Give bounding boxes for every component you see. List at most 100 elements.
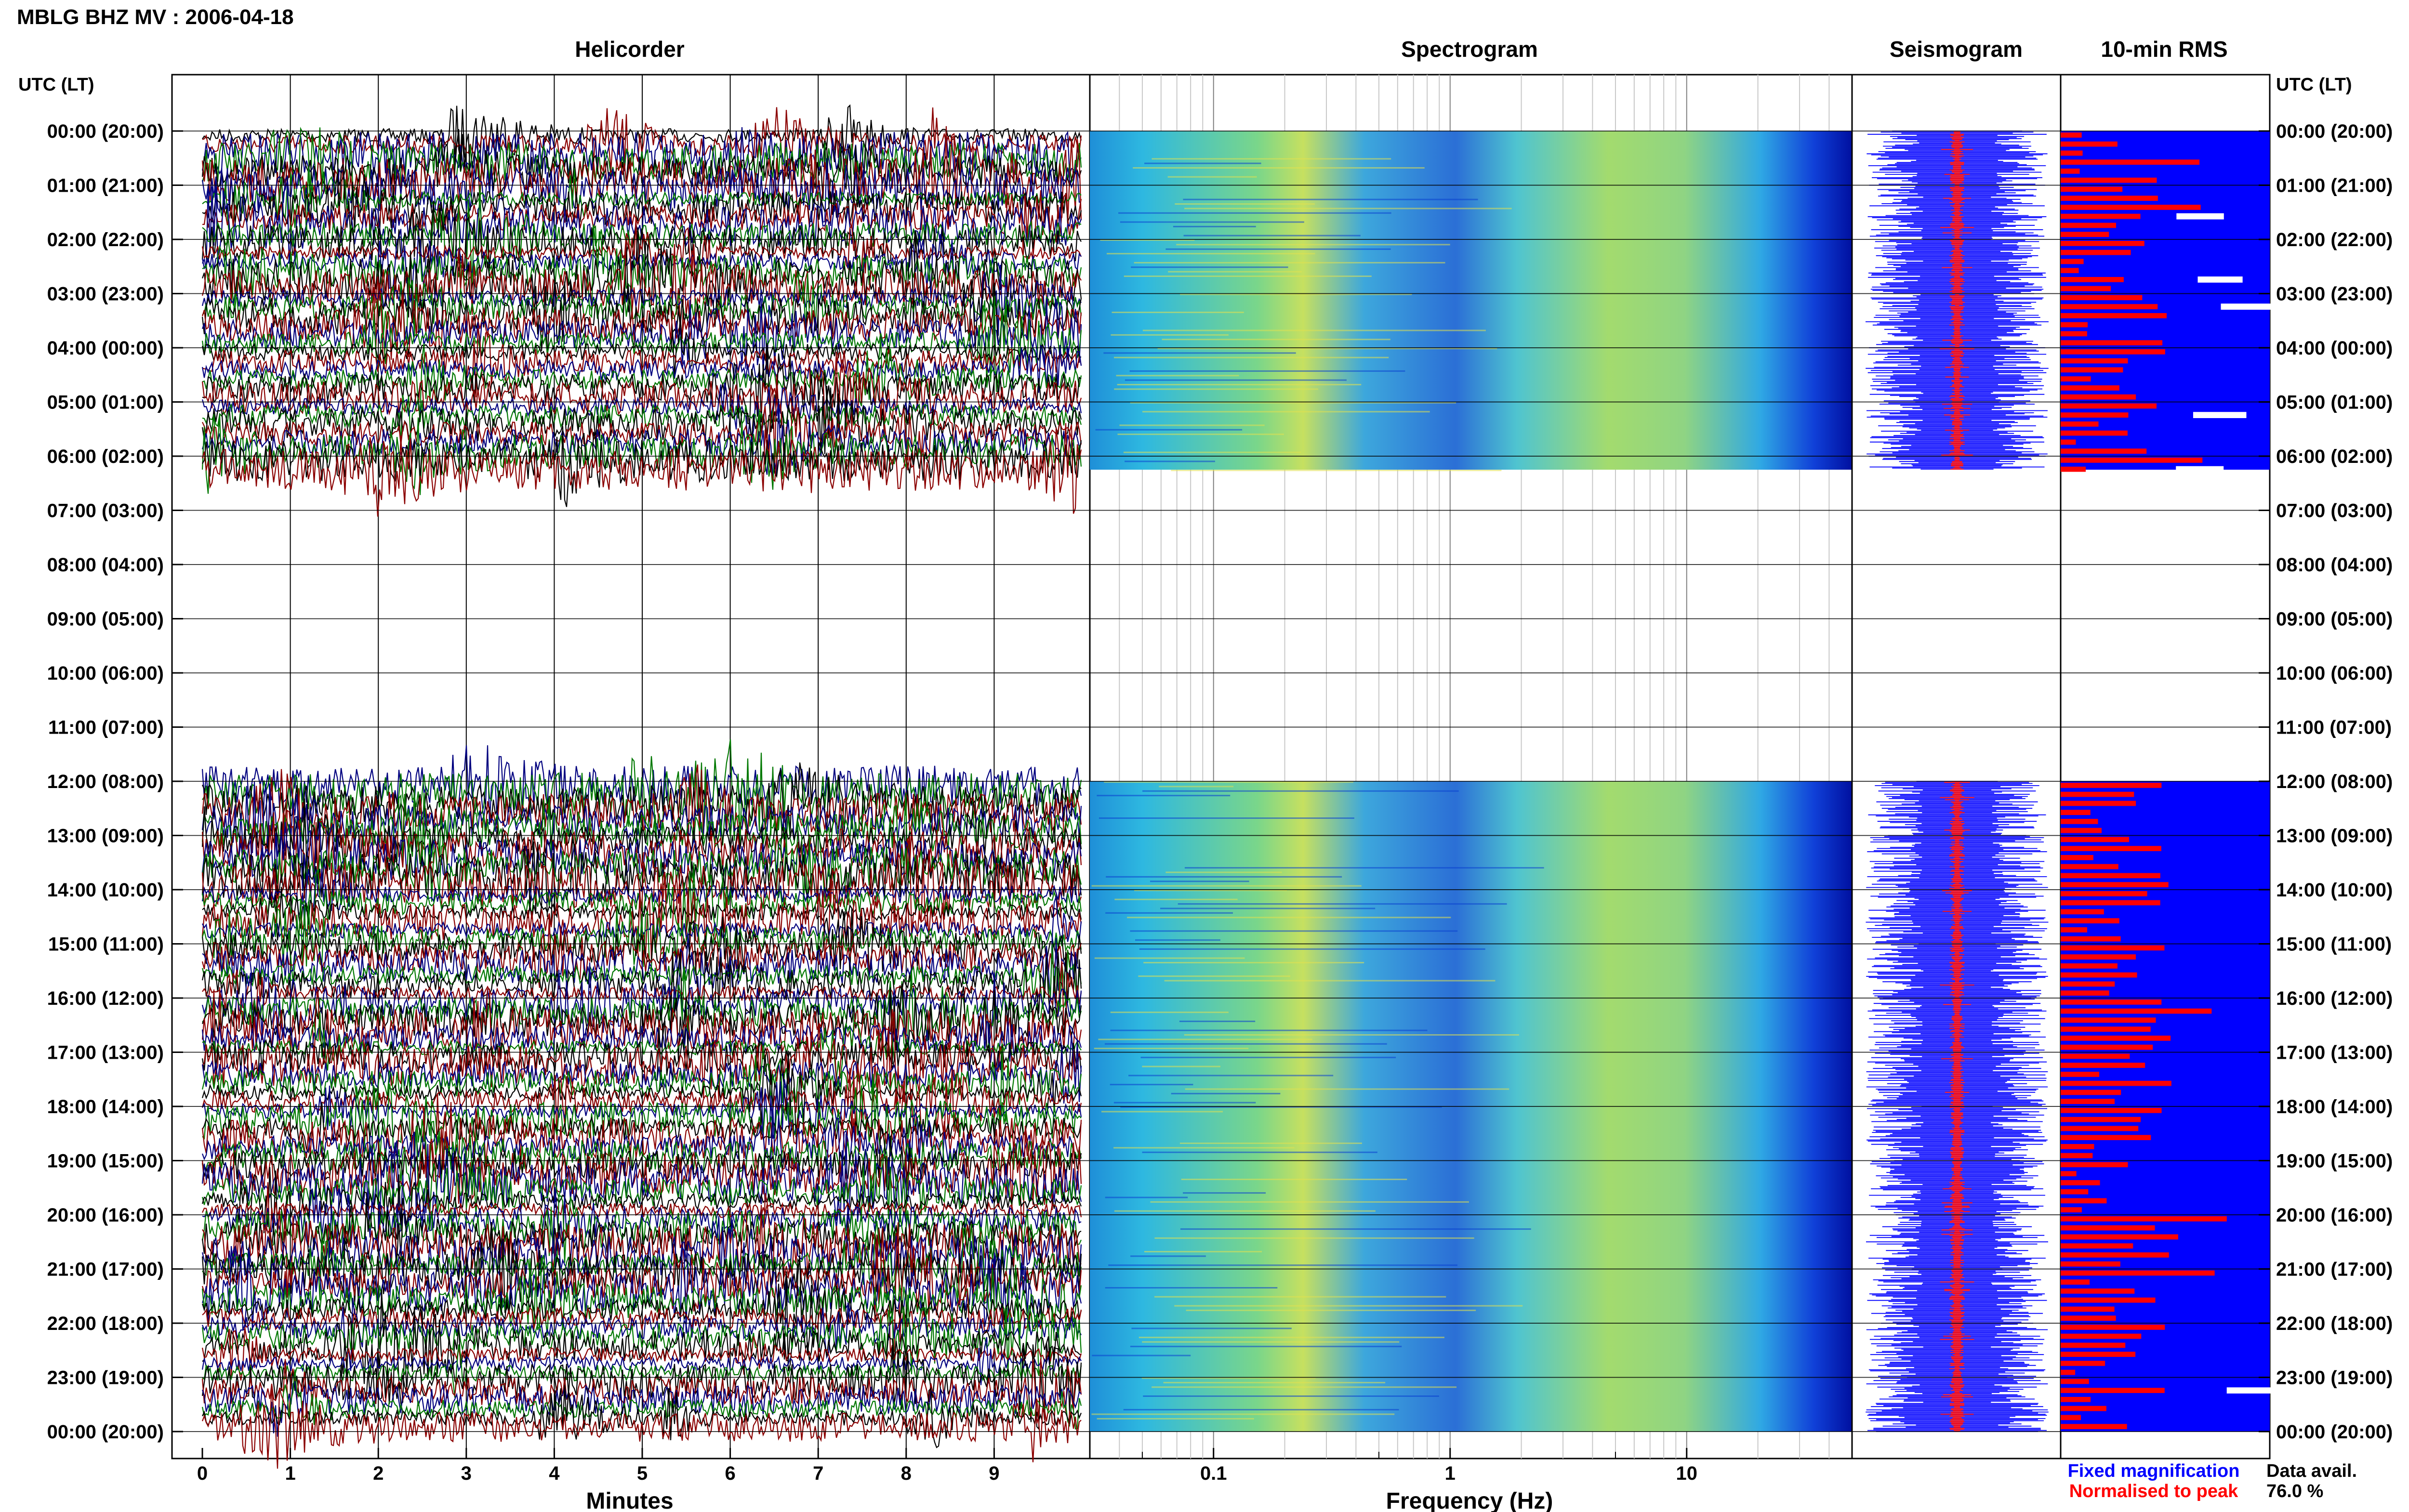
spectrogram-row-band xyxy=(1152,1386,1457,1388)
spectrogram-row-band xyxy=(1104,1043,1387,1045)
y-tick-label-right: 05:00 (01:00) xyxy=(2276,392,2393,413)
spectrogram-row-band xyxy=(1162,339,1390,341)
helicorder-trace xyxy=(201,1222,1082,1316)
helicorder-trace xyxy=(201,1119,1082,1190)
y-tick-label-left: 09:00 (05:00) xyxy=(47,609,164,630)
rms-normalised-bar xyxy=(2061,259,2084,264)
rms-normalised-bar xyxy=(2061,1361,2105,1366)
helicorder-trace xyxy=(201,745,1082,825)
helicorder-x-tick-label: 8 xyxy=(901,1463,912,1484)
y-tick-label-right: 01:00 (21:00) xyxy=(2276,175,2393,197)
helicorder-trace xyxy=(201,1255,1082,1371)
helicorder-trace xyxy=(201,1034,1082,1104)
rms-normalised-bar xyxy=(2061,385,2119,391)
y-tick-label-right: 17:00 (13:00) xyxy=(2276,1042,2393,1064)
rms-normalised-bar xyxy=(2061,1297,2156,1303)
y-tick-label-right: 19:00 (15:00) xyxy=(2276,1151,2393,1172)
spectrogram-row-band xyxy=(1100,239,1195,241)
helicorder-trace xyxy=(201,1222,1082,1354)
rms-normalised-bar xyxy=(2061,1053,2130,1059)
utc-header-left: UTC (LT) xyxy=(18,75,94,95)
spectrogram-row-band xyxy=(1176,244,1450,246)
helicorder-trace xyxy=(201,1093,1082,1183)
spectrogram-row-band xyxy=(1125,379,1347,381)
spectrogram-row-band xyxy=(1150,881,1249,882)
hour-gridlines xyxy=(172,130,2270,1433)
helicorder-x-tick-label: 5 xyxy=(637,1463,648,1484)
y-tick-label-left: 15:00 (11:00) xyxy=(48,934,164,955)
spectrogram-row-band xyxy=(1143,962,1364,963)
y-tick-label-left: 07:00 (03:00) xyxy=(47,500,164,522)
helicorder-trace xyxy=(201,1257,1082,1346)
rms-normalised-bar xyxy=(2061,1080,2171,1086)
rms-normalised-bar xyxy=(2061,972,2137,978)
helicorder-trace xyxy=(201,382,1082,441)
helicorder-trace xyxy=(202,933,1082,1005)
rms-normalised-bar xyxy=(2061,177,2157,183)
rms-normalised-bar xyxy=(2061,340,2163,345)
spectrogram-row-band xyxy=(1144,162,1261,164)
rms-normalised-bar xyxy=(2061,1180,2100,1185)
helicorder-trace xyxy=(201,781,1082,871)
rms-normalised-bar xyxy=(2061,864,2118,869)
rms-normalised-bar xyxy=(2061,1369,2076,1375)
y-tick-label-left: 00:00 (20:00) xyxy=(47,121,164,142)
helicorder-trace xyxy=(201,1216,1082,1287)
spectrogram-row-band xyxy=(1106,253,1315,255)
y-tick-label-left: 17:00 (13:00) xyxy=(47,1042,164,1064)
helicorder-trace xyxy=(202,328,1082,397)
helicorder-trace xyxy=(202,1221,1082,1304)
spectrogram-row-band xyxy=(1099,817,1354,819)
rms-normalised-bar xyxy=(2061,466,2086,472)
rms-normalised-bar xyxy=(2061,213,2141,219)
data-avail-label: Data avail. xyxy=(2266,1461,2357,1481)
spectrogram-row-band xyxy=(1114,1210,1376,1212)
spectrogram-row-band xyxy=(1108,1264,1457,1266)
spectrogram-row-band xyxy=(1120,1106,1442,1108)
spectrogram-row-band xyxy=(1171,1092,1281,1094)
helicorder-trace xyxy=(201,1125,1082,1193)
spectrogram-row-band xyxy=(1114,388,1319,390)
rms-normalised-bar xyxy=(2061,150,2083,156)
rms-normalised-bar xyxy=(2061,394,2136,400)
rms-normalised-bar xyxy=(2061,159,2200,165)
helicorder-trace xyxy=(201,1337,1082,1385)
spectrogram-title: Spectrogram xyxy=(1401,37,1538,62)
rms-panel xyxy=(2060,74,2297,1459)
helicorder-trace xyxy=(201,920,1082,1052)
spectrogram-row-band xyxy=(1183,235,1361,237)
helicorder-trace xyxy=(201,1381,1082,1437)
y-tick-label-right: 22:00 (18:00) xyxy=(2276,1313,2393,1334)
helicorder-trace xyxy=(201,764,1082,860)
helicorder-trace xyxy=(201,126,1082,230)
y-tick-label-left: 21:00 (17:00) xyxy=(47,1259,164,1280)
rms-normalised-bar xyxy=(2061,1008,2212,1014)
spectrogram-row-band xyxy=(1103,352,1296,354)
spectrogram-row-band xyxy=(1183,1192,1266,1194)
spectrogram-row-band xyxy=(1168,271,1302,273)
spectrogram-row-band xyxy=(1105,1287,1278,1288)
rms-normalised-bar xyxy=(2061,1325,2165,1330)
spectrogram-row-band xyxy=(1180,293,1412,295)
rms-normalised-bar xyxy=(2061,783,2162,788)
spectrogram-row-band xyxy=(1165,871,1282,873)
rms-normalised-bar xyxy=(2061,981,2115,987)
spectrogram-row-band xyxy=(1184,867,1544,869)
spectrogram-row-band xyxy=(1178,903,1507,905)
spectrogram-row-band xyxy=(1135,939,1220,941)
rms-normalised-bar xyxy=(2061,909,2104,915)
spectrogram-row-band xyxy=(1117,384,1362,385)
spectrogram-row-band xyxy=(1105,1196,1188,1198)
spectrogram-block xyxy=(1090,131,1852,470)
rms-normalised-bar xyxy=(2061,250,2131,255)
spectrogram-row-band xyxy=(1105,912,1233,914)
rms-normalised-bar xyxy=(2061,1144,2094,1149)
spectrogram-row-band xyxy=(1159,786,1234,788)
rms-normalised-bar xyxy=(2061,873,2160,879)
spectrogram-row-band xyxy=(1118,212,1391,214)
spectrogram-row-band xyxy=(1123,1409,1399,1411)
spectrogram-row-band xyxy=(1138,1337,1444,1339)
rms-gap xyxy=(2176,466,2224,473)
rms-normalised-bar xyxy=(2061,421,2099,427)
y-tick-label-right: 07:00 (03:00) xyxy=(2276,500,2393,522)
